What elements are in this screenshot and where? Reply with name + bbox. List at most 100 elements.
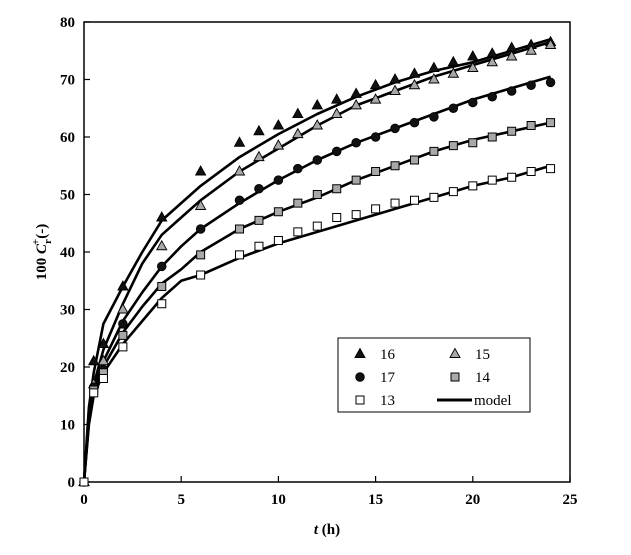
series-14-point: [546, 118, 556, 128]
series-16-point: [272, 119, 285, 130]
series-15-point: [292, 127, 304, 139]
series-14-point: [332, 184, 342, 194]
y-axis-var: C: [34, 243, 50, 254]
series-16-point: [194, 165, 207, 176]
legend-label-17: 17: [380, 370, 396, 386]
series-14-point: [371, 167, 381, 176]
series-15-point: [97, 354, 110, 366]
series-17-point: [254, 183, 264, 194]
y-tick-label: 60: [60, 130, 75, 146]
series-16-point: [486, 47, 499, 58]
series-17-point: [331, 146, 342, 157]
y-axis-subscript: r: [42, 239, 54, 244]
legend-marker-14: [450, 372, 460, 382]
series-16-point: [447, 55, 460, 67]
series-14-point: [273, 207, 283, 217]
y-tick-label: 70: [60, 73, 75, 89]
legend-items: 16 15 17 14 13 model: [354, 347, 512, 409]
legend: 16 15 17 14 13 model: [337, 337, 531, 413]
series-13-point: [507, 172, 517, 182]
series-17-point: [506, 86, 517, 96]
series-17-point: [390, 123, 400, 134]
series-13-point: [468, 181, 478, 191]
legend-label-model: model: [474, 393, 512, 409]
series-16-point: [311, 98, 324, 110]
series-14-point: [507, 126, 517, 136]
series-17-point: [157, 261, 167, 272]
series-16-point: [97, 337, 110, 348]
series-15-point: [233, 165, 246, 176]
x-axis-ticks: 0 5 10 15 20 25: [80, 476, 578, 508]
plot-frame: [83, 21, 571, 483]
series-17-point: [370, 132, 381, 142]
legend-marker-17: [355, 372, 365, 382]
legend-label-13: 13: [380, 393, 395, 409]
series-17-point: [448, 103, 459, 113]
series-15-point: [525, 44, 537, 55]
series-16-point: [253, 124, 265, 136]
series-15-point: [447, 67, 460, 78]
series-15-point: [330, 107, 343, 118]
series-13-point: [312, 221, 322, 231]
series-13-point: [293, 227, 303, 237]
series-15-point: [467, 61, 479, 72]
legend-box: [337, 337, 531, 413]
y-tick-label: 20: [60, 360, 75, 376]
x-tick-label: 25: [563, 492, 578, 508]
series-13-point: [89, 388, 99, 398]
series-15-point: [486, 55, 499, 67]
series-14-point: [293, 198, 303, 208]
series-14-point: [526, 121, 536, 130]
series-13-point: [118, 342, 128, 352]
y-tick-label: 0: [68, 475, 76, 491]
series-16-point: [330, 93, 343, 104]
series-13-point: [235, 250, 245, 260]
series-14-point: [448, 141, 458, 151]
series-16-point: [408, 67, 421, 78]
series-13-point: [526, 167, 536, 176]
x-axis-title: t (h): [314, 522, 340, 538]
y-tick-label: 10: [60, 418, 75, 434]
series-17-point: [273, 175, 284, 185]
series-13-point: [254, 241, 264, 251]
x-tick-label: 5: [177, 492, 185, 508]
model-line: [82, 164, 551, 483]
x-tick-label: 0: [80, 492, 88, 508]
series-16-point: [369, 78, 382, 90]
legend-label-14: 14: [475, 370, 491, 386]
series-17-point: [234, 195, 245, 205]
y-tick-label: 30: [60, 303, 75, 319]
series-17-point: [545, 77, 556, 88]
series-13-point: [273, 236, 283, 245]
y-axis-title: 100 Cr+(-): [30, 224, 54, 280]
series-17-point: [293, 163, 303, 174]
series-13-point: [351, 210, 361, 220]
series-17-point: [526, 80, 536, 90]
series-15-point: [155, 239, 168, 251]
series-13-point: [546, 164, 556, 174]
series-16-point: [292, 107, 304, 118]
series-15-point: [272, 139, 285, 150]
x-axis-unit: (h): [318, 522, 340, 538]
series-15-point: [544, 38, 557, 49]
series-17-point: [351, 137, 361, 148]
series-14-point: [468, 138, 478, 148]
y-tick-label: 40: [60, 245, 75, 261]
series-14-point: [118, 330, 128, 340]
series-13-point: [79, 477, 89, 487]
series-16-point: [233, 136, 246, 147]
series-15-point: [350, 98, 362, 110]
series-15-point: [505, 50, 518, 61]
legend-marker-13: [355, 395, 365, 405]
series-15-point: [428, 73, 440, 84]
series-14-point: [196, 250, 206, 260]
series-13-point: [157, 299, 167, 309]
data-points: [78, 35, 557, 487]
series-13-point: [196, 270, 206, 280]
series-14-point: [390, 161, 400, 171]
series-14-point: [254, 215, 264, 225]
series-16-point: [389, 73, 401, 84]
series-15-point: [253, 150, 265, 162]
series-17-point: [429, 112, 439, 122]
series-16-point: [155, 211, 168, 222]
